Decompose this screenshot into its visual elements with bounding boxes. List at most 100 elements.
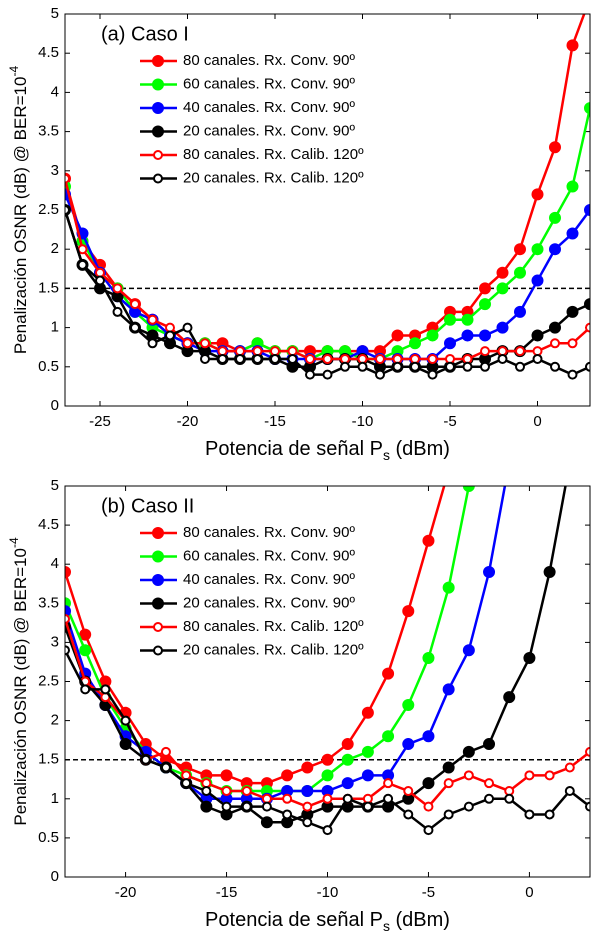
data-point xyxy=(391,329,404,342)
data-point xyxy=(261,793,272,804)
data-point xyxy=(523,652,536,665)
legend-marker xyxy=(153,622,163,632)
data-point xyxy=(480,346,490,357)
data-point xyxy=(342,793,353,804)
legend-label: 40 canales. Rx. Conv. 90º xyxy=(183,99,355,116)
x-axis-label: Potencia de señal Ps (dBm) xyxy=(205,438,450,462)
data-point xyxy=(531,274,544,287)
x-tick-label: -15 xyxy=(216,884,238,901)
y-tick-label: 5 xyxy=(51,5,59,22)
data-point xyxy=(235,353,245,364)
data-point xyxy=(483,738,496,751)
legend-marker xyxy=(152,527,164,539)
legend-label: 20 canales. Rx. Calib. 120º xyxy=(183,169,364,186)
data-point xyxy=(112,306,123,317)
legend-label: 80 canales. Rx. Calib. 120º xyxy=(183,146,364,163)
data-point xyxy=(443,809,454,820)
data-point xyxy=(496,282,509,295)
legend-marker xyxy=(153,645,163,656)
data-point xyxy=(496,321,509,334)
y-tick-label: 2.5 xyxy=(38,201,59,218)
data-point xyxy=(462,644,475,657)
x-tick-label: -5 xyxy=(443,413,456,430)
data-point xyxy=(341,738,354,751)
data-point xyxy=(322,825,333,836)
data-point xyxy=(322,793,333,804)
data-point xyxy=(165,322,175,333)
x-axis-label-part: s xyxy=(383,918,390,934)
legend-marker xyxy=(152,125,164,138)
y-axis-label: Penalización OSNR (dB) @ BER=10-4 xyxy=(7,66,30,355)
data-point xyxy=(165,330,175,341)
x-tick-label: -25 xyxy=(89,413,111,430)
x-tick-label: -10 xyxy=(317,884,339,901)
data-point xyxy=(221,785,232,796)
data-point xyxy=(270,346,280,357)
data-point xyxy=(201,785,212,796)
y-tick-label: 3.5 xyxy=(38,594,59,611)
data-point xyxy=(235,346,245,357)
x-axis-label-part: (dBm) xyxy=(390,438,450,460)
data-point xyxy=(77,259,88,270)
data-point xyxy=(543,566,556,579)
data-point xyxy=(362,793,373,804)
data-point xyxy=(409,337,421,350)
data-point xyxy=(181,770,192,781)
legend-label: 80 canales. Rx. Conv. 90º xyxy=(183,524,355,541)
x-tick-label: -20 xyxy=(177,413,199,430)
data-point xyxy=(79,644,92,657)
y-tick-label: 0.5 xyxy=(38,829,59,846)
y-tick-label: 2.5 xyxy=(38,672,59,689)
data-point xyxy=(375,369,385,380)
data-point xyxy=(403,785,414,796)
data-point xyxy=(566,180,579,193)
data-point xyxy=(119,738,132,751)
legend-label: 20 canales. Rx. Conv. 90º xyxy=(183,594,355,611)
data-point xyxy=(426,329,439,342)
data-point xyxy=(241,801,252,812)
data-point xyxy=(550,361,560,372)
data-point xyxy=(462,361,473,372)
data-point xyxy=(200,353,210,364)
data-point xyxy=(402,738,415,751)
y-tick-label: 0.5 xyxy=(38,358,59,375)
plot-area xyxy=(65,465,590,836)
data-point xyxy=(566,305,579,318)
data-point xyxy=(112,283,123,294)
data-point xyxy=(496,266,509,279)
data-point xyxy=(410,361,420,372)
data-point xyxy=(444,465,454,475)
data-point xyxy=(340,361,350,372)
data-point xyxy=(160,746,171,757)
x-axis-label-part: Potencia de señal P xyxy=(205,909,383,931)
legend-marker xyxy=(152,78,164,91)
data-point xyxy=(524,770,535,781)
data-point xyxy=(497,346,508,357)
data-point xyxy=(147,338,158,349)
y-tick-label: 4.5 xyxy=(38,44,59,61)
data-point xyxy=(200,338,210,349)
data-point xyxy=(301,761,314,774)
data-point xyxy=(443,778,454,789)
data-point xyxy=(462,486,475,492)
data-point xyxy=(301,784,314,797)
data-point xyxy=(442,683,455,696)
data-point xyxy=(270,353,280,364)
data-point xyxy=(514,266,526,279)
legend-marker xyxy=(152,597,164,610)
data-point xyxy=(442,581,455,594)
data-point xyxy=(567,369,578,380)
x-tick-label: -15 xyxy=(264,413,286,430)
data-point xyxy=(321,769,334,782)
data-point xyxy=(65,645,70,656)
data-point xyxy=(549,141,561,154)
data-point xyxy=(322,369,333,380)
x-axis-label-part: Potencia de señal P xyxy=(205,438,383,460)
data-point xyxy=(130,299,140,310)
data-point xyxy=(182,322,193,333)
data-point xyxy=(341,777,354,790)
x-axis-label: Potencia de señal Ps (dBm) xyxy=(205,909,450,933)
data-point xyxy=(504,785,515,796)
data-point xyxy=(147,314,158,325)
data-point xyxy=(585,746,590,757)
